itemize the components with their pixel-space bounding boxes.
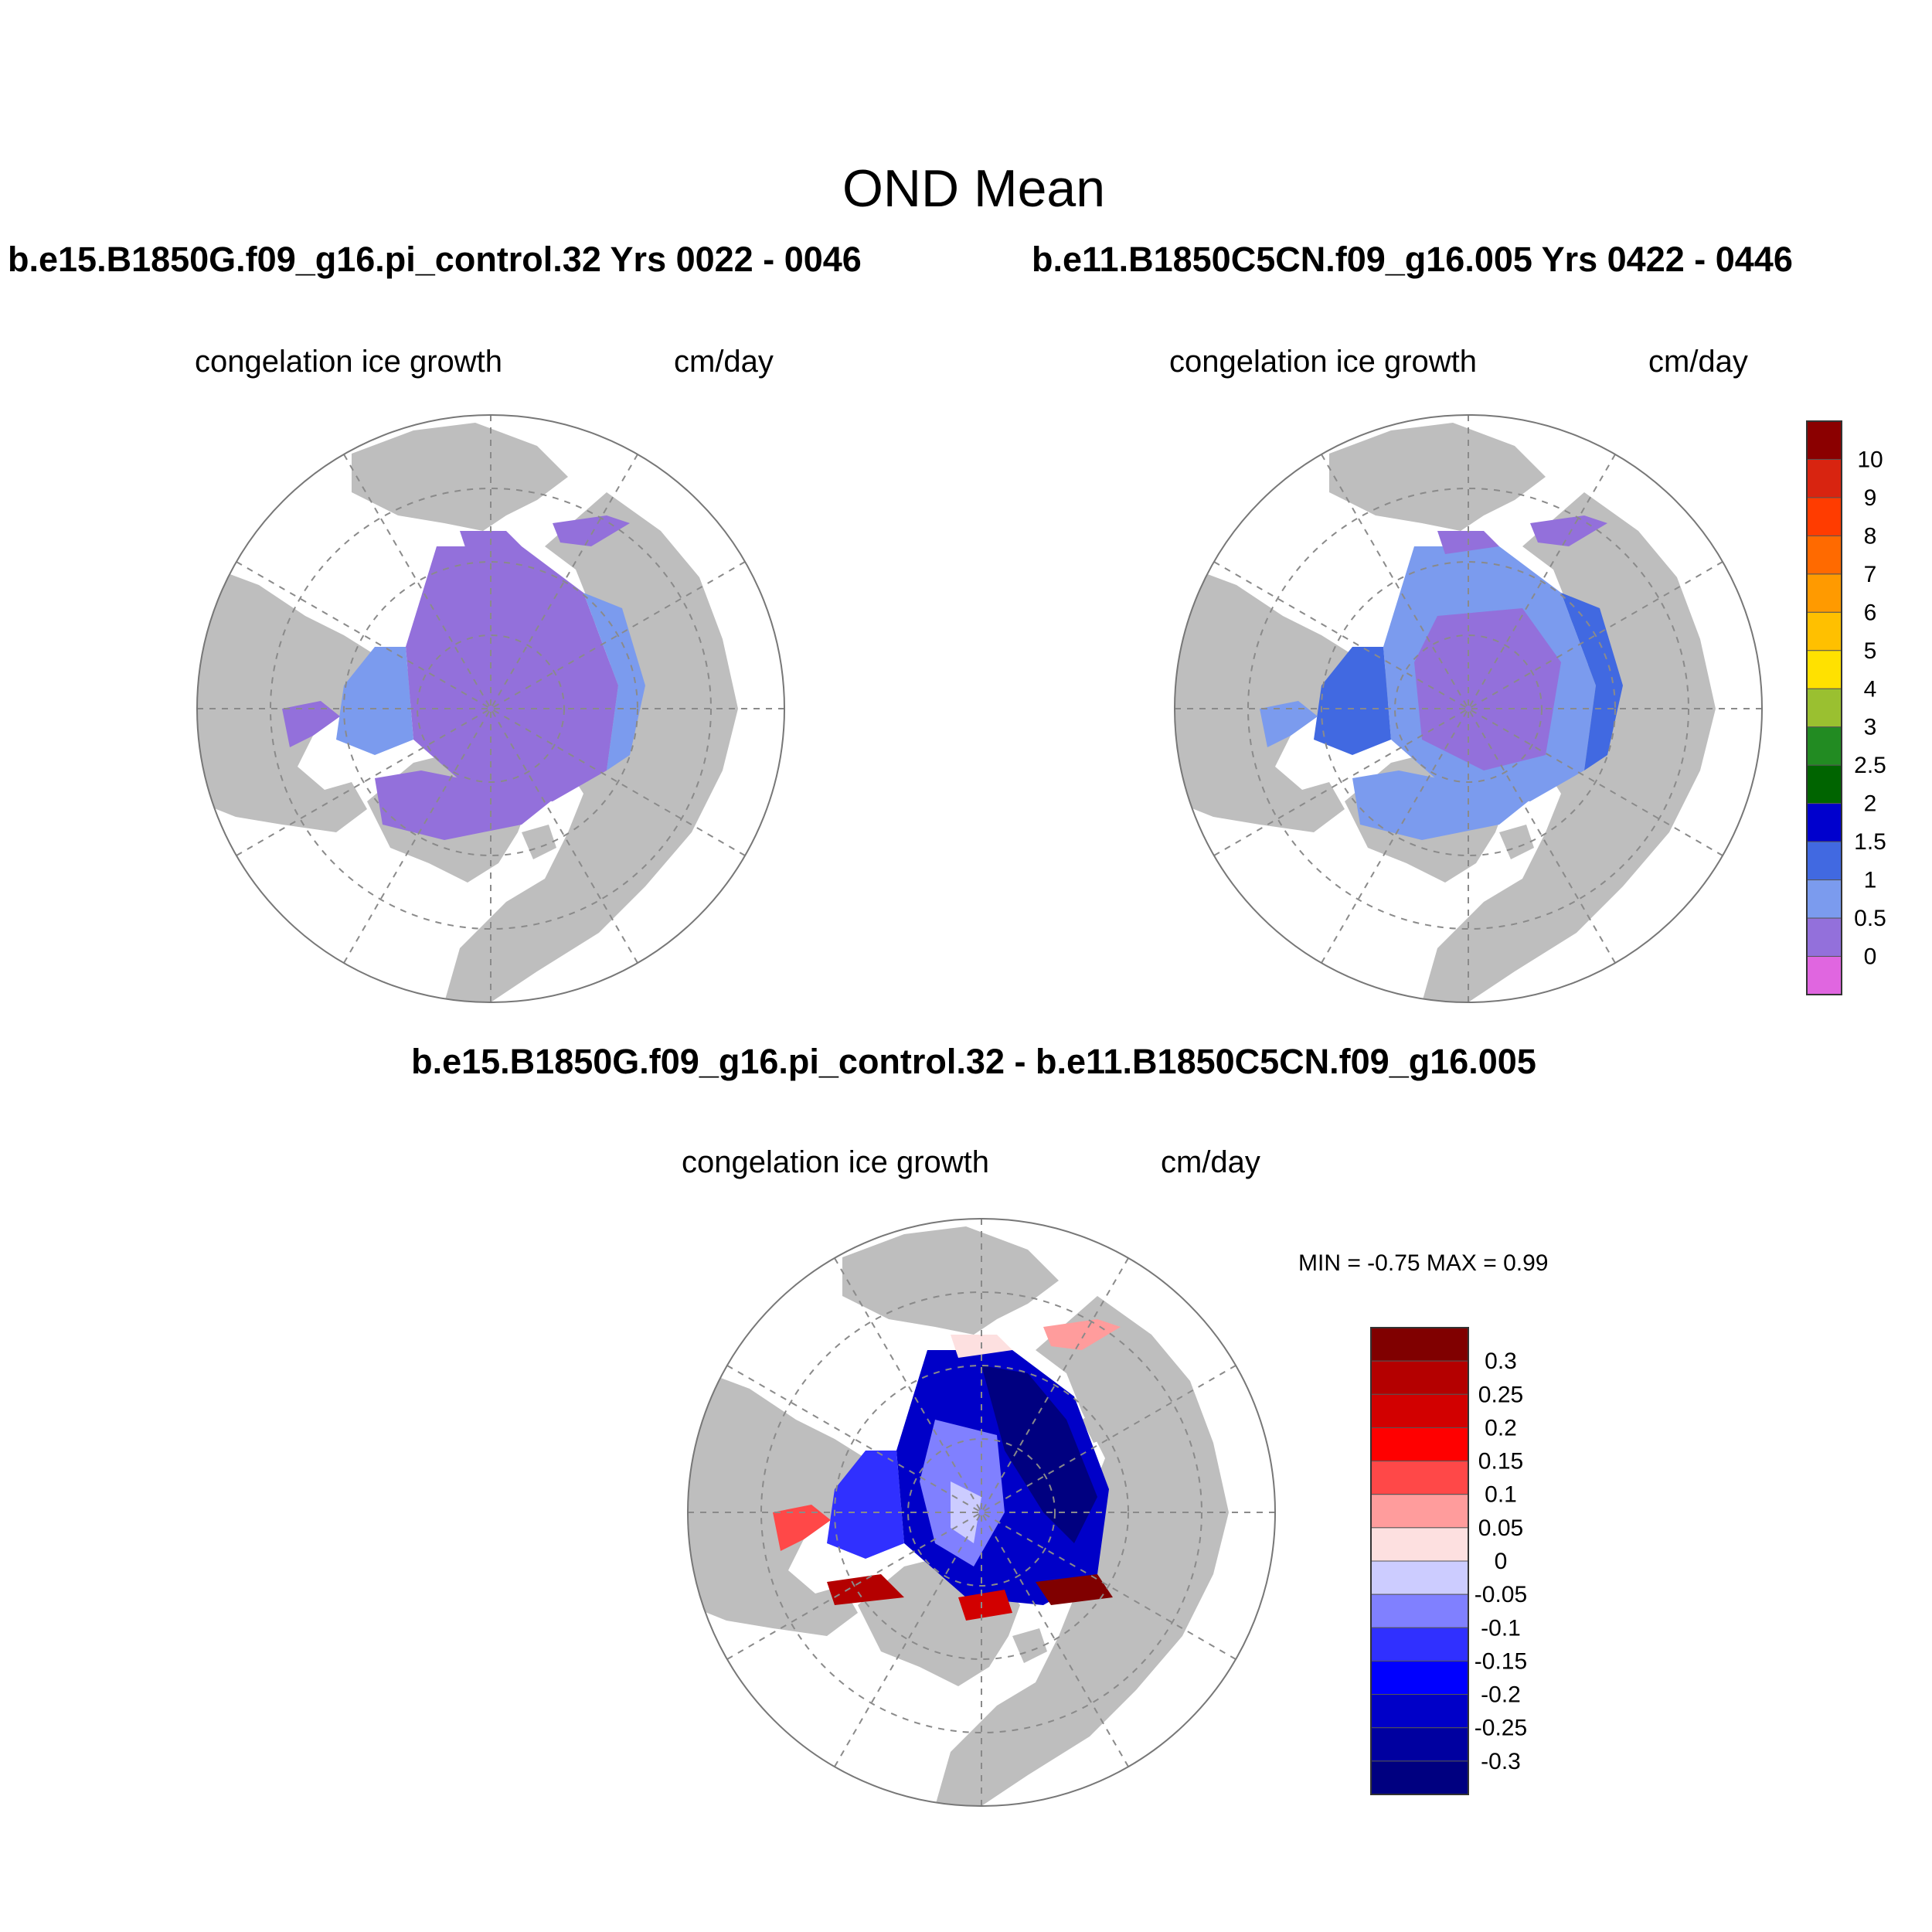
ice-central-arctic <box>406 546 618 801</box>
colorbar-main-swatch <box>1806 650 1842 689</box>
colorbar-main-swatch <box>1806 879 1842 919</box>
colorbar-main-border <box>1806 420 1842 995</box>
colorbar-main-label: 6 <box>1864 600 1877 625</box>
colorbar-main-swatch <box>1806 917 1842 957</box>
colorbar-diff-label: -0.15 <box>1475 1648 1527 1674</box>
panel-left-units: cm/day <box>674 345 774 379</box>
colorbar-main-swatch <box>1806 688 1842 728</box>
colorbar-diff-swatch <box>1370 1760 1469 1795</box>
map-border-left <box>196 414 785 1003</box>
colorbar-main-swatch <box>1806 535 1842 575</box>
colorbar-main-swatch <box>1806 841 1842 881</box>
colorbar-diff-label: 0.1 <box>1485 1482 1517 1508</box>
colorbar-diff-swatch <box>1370 1327 1469 1362</box>
colorbar-diff-label: -0.25 <box>1475 1716 1527 1741</box>
colorbar-diff-swatch <box>1370 1594 1469 1628</box>
colorbar-main-swatch <box>1806 420 1842 460</box>
colorbar-diff-label: 0.25 <box>1478 1382 1523 1407</box>
ice-siberian-shelf <box>1561 593 1623 770</box>
colorbar-main-label: 8 <box>1864 523 1877 549</box>
diff-labrador-positive <box>827 1574 904 1605</box>
panel-right-variable: congelation ice growth <box>1169 345 1478 379</box>
colorbar-main: 10 9 8 7 6 5 4 3 2.5 2 1.5 1 0.5 0 <box>1806 420 1886 995</box>
colorbar-diff-border <box>1370 1327 1469 1795</box>
ice-baffin-labrador <box>1352 770 1538 840</box>
colorbar-main-swatch <box>1806 726 1842 766</box>
colorbar-main-label: 3 <box>1864 715 1877 740</box>
colorbar-main-label: 1 <box>1864 868 1877 893</box>
diff-hudson-bay <box>773 1505 831 1551</box>
colorbar-main-label: 4 <box>1864 676 1877 702</box>
colorbar-diff-swatch <box>1370 1527 1469 1562</box>
diff-baffin-positive <box>958 1590 1012 1621</box>
difference-units: cm/day <box>1161 1145 1260 1179</box>
ice-canadian-archipelago <box>1314 647 1391 755</box>
colorbar-diff-label: 0.2 <box>1485 1415 1517 1440</box>
colorbar-diff-swatch <box>1370 1694 1469 1729</box>
main-title: OND Mean <box>842 159 1106 218</box>
colorbar-diff-swatch <box>1370 1494 1469 1529</box>
panel-left-variable: congelation ice growth <box>195 345 503 379</box>
colorbar-difference: 0.3 0.25 0.2 0.15 0.1 0.05 0 -0.05 -0.1 -0.15 -0.2… <box>1370 1327 1527 1795</box>
ice-central-core <box>1414 608 1561 770</box>
colorbar-diff-label: -0.05 <box>1475 1582 1527 1607</box>
map-panel-right <box>1174 414 1763 1003</box>
colorbar-main-swatch <box>1806 497 1842 536</box>
colorbar-main-label: 10 <box>1857 447 1883 472</box>
colorbar-diff-swatch <box>1370 1427 1469 1462</box>
colorbar-diff-label: -0.1 <box>1481 1615 1521 1641</box>
panel-left-title: b.e15.B1850G.f09_g16.pi_control.32 Yrs 0… <box>8 240 862 279</box>
colorbar-main-label: 7 <box>1864 562 1877 587</box>
colorbar-diff-swatch <box>1370 1727 1469 1762</box>
panel-right-units: cm/day <box>1648 345 1748 379</box>
colorbar-main-swatch <box>1806 956 1842 995</box>
colorbar-diff-label: -0.2 <box>1481 1682 1521 1708</box>
colorbar-main-swatch <box>1806 611 1842 651</box>
difference-variable: congelation ice growth <box>682 1145 990 1179</box>
map-border-right <box>1174 414 1763 1003</box>
colorbar-diff-swatch <box>1370 1360 1469 1395</box>
colorbar-diff-swatch <box>1370 1393 1469 1428</box>
map-panel-left <box>196 414 785 1003</box>
colorbar-main-label: 2.5 <box>1854 753 1886 778</box>
colorbar-main-label: 1.5 <box>1854 829 1886 855</box>
colorbar-diff-swatch <box>1370 1627 1469 1662</box>
colorbar-main-label: 2 <box>1864 791 1877 817</box>
colorbar-diff-swatch <box>1370 1560 1469 1595</box>
ice-hudson-bay <box>282 701 340 747</box>
colorbar-main-swatch <box>1806 573 1842 613</box>
colorbar-diff-label: 0.3 <box>1485 1349 1517 1374</box>
diff-canadian-archipelago <box>827 1451 904 1559</box>
colorbar-main-swatch <box>1806 458 1842 498</box>
difference-minmax: MIN = -0.75 MAX = 0.99 <box>1298 1250 1549 1276</box>
colorbar-main-swatch <box>1806 764 1842 804</box>
colorbar-main-label: 5 <box>1864 638 1877 664</box>
colorbar-diff-label: 0.05 <box>1478 1515 1523 1541</box>
colorbar-diff-swatch <box>1370 1461 1469 1495</box>
ice-canadian-archipelago <box>336 647 413 755</box>
map-difference <box>687 1218 1276 1807</box>
diff-barents-positive <box>1036 1574 1113 1605</box>
ice-baffin-labrador <box>375 770 560 840</box>
colorbar-diff-label: -0.3 <box>1481 1749 1521 1774</box>
colorbar-diff-label: 0.15 <box>1478 1449 1523 1475</box>
panel-right-title: b.e11.B1850C5CN.f09_g16.005 Yrs 0422 - 0… <box>1032 240 1793 279</box>
ice-siberian-shelf <box>583 593 645 770</box>
colorbar-main-label: 9 <box>1864 485 1877 511</box>
colorbar-diff-swatch <box>1370 1660 1469 1696</box>
colorbar-main-swatch <box>1806 803 1842 842</box>
ice-hudson-bay <box>1260 701 1318 747</box>
colorbar-diff-label: 0 <box>1495 1549 1508 1574</box>
colorbar-main-label: 0 <box>1864 944 1877 970</box>
map-border-diff <box>687 1218 1276 1807</box>
colorbar-main-label: 0.5 <box>1854 906 1886 931</box>
diff-siberian-strong-negative <box>981 1366 1097 1543</box>
difference-title: b.e15.B1850G.f09_g16.pi_control.32 - b.e… <box>411 1042 1536 1081</box>
